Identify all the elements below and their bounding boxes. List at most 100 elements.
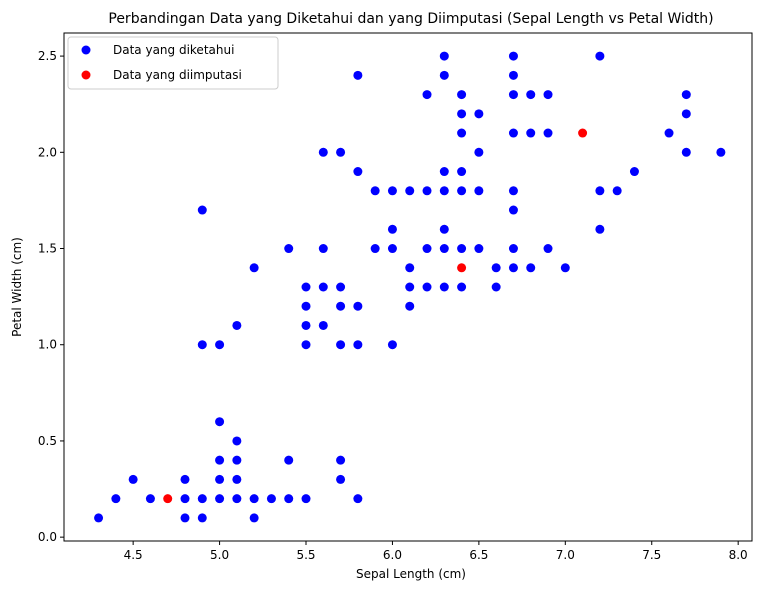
data-point-known: [387, 244, 397, 254]
data-point-known: [232, 436, 242, 446]
data-point-known: [284, 244, 294, 254]
y-tick-label: 0.5: [38, 434, 57, 448]
y-axis-ticks: 0.0 0.5 1.0 1.5 2.0 2.5: [38, 49, 64, 544]
x-axis-ticks: 4.5 5.0 5.5 6.0 6.5 7.0 7.5 8.0: [124, 541, 748, 562]
data-point-known: [215, 417, 225, 427]
data-point-imputed: [457, 263, 467, 273]
legend: Data yang diketahui Data yang diimputasi: [67, 36, 279, 90]
data-point-known: [543, 128, 553, 138]
data-point-known: [526, 128, 536, 138]
data-point-known: [249, 513, 259, 523]
x-tick-label: 5.0: [210, 548, 229, 562]
data-point-known: [543, 90, 553, 100]
x-tick-label: 4.5: [124, 548, 143, 562]
data-point-known: [336, 340, 346, 350]
data-point-known: [318, 282, 328, 292]
data-point-known: [612, 186, 622, 196]
data-point-known: [716, 147, 726, 157]
data-point-known: [439, 282, 449, 292]
data-point-known: [595, 224, 605, 234]
y-tick-label: 2.5: [38, 49, 57, 63]
plot-frame: [63, 32, 753, 542]
data-point-known: [508, 90, 518, 100]
data-point-known: [526, 90, 536, 100]
y-tick-label: 1.0: [38, 338, 57, 352]
data-point-known: [457, 109, 467, 119]
data-point-known: [439, 244, 449, 254]
data-point-known: [301, 301, 311, 311]
data-point-known: [422, 282, 432, 292]
data-point-known: [508, 263, 518, 273]
data-point-known: [491, 263, 501, 273]
data-point-known: [457, 167, 467, 177]
data-point-known: [318, 147, 328, 157]
data-point-known: [439, 70, 449, 80]
legend-label-imputed: Data yang diimputasi: [113, 68, 242, 82]
data-point-known: [681, 109, 691, 119]
data-point-known: [336, 282, 346, 292]
x-tick-label: 8.0: [729, 548, 748, 562]
data-point-known: [526, 263, 536, 273]
data-point-known: [491, 282, 501, 292]
data-point-known: [336, 455, 346, 465]
x-tick-label: 7.0: [556, 548, 575, 562]
legend-label-known: Data yang diketahui: [113, 43, 234, 57]
data-point-known: [439, 186, 449, 196]
data-point-known: [232, 474, 242, 484]
data-point-known: [457, 244, 467, 254]
data-point-known: [232, 494, 242, 504]
data-point-known: [266, 494, 276, 504]
data-point-known: [215, 494, 225, 504]
data-point-known: [94, 513, 104, 523]
data-point-known: [353, 340, 363, 350]
data-point-known: [439, 224, 449, 234]
y-tick-label: 1.5: [38, 242, 57, 256]
legend-marker-imputed: [81, 70, 91, 80]
data-point-known: [439, 51, 449, 61]
data-point-known: [474, 147, 484, 157]
data-point-known: [387, 186, 397, 196]
data-point-known: [457, 128, 467, 138]
chart-title: Perbandingan Data yang Diketahui dan yan…: [108, 11, 713, 27]
data-point-known: [387, 224, 397, 234]
data-point-known: [215, 455, 225, 465]
data-point-known: [249, 263, 259, 273]
data-point-known: [629, 167, 639, 177]
data-point-known: [301, 282, 311, 292]
data-point-known: [508, 51, 518, 61]
data-point-known: [681, 147, 691, 157]
data-point-known: [336, 301, 346, 311]
data-point-known: [301, 320, 311, 330]
data-point-known: [232, 320, 242, 330]
data-point-known: [197, 494, 207, 504]
data-point-known: [474, 109, 484, 119]
data-point-known: [474, 186, 484, 196]
data-point-known: [197, 513, 207, 523]
data-point-known: [232, 455, 242, 465]
data-point-known: [508, 244, 518, 254]
x-tick-label: 6.0: [383, 548, 402, 562]
data-point-known: [353, 167, 363, 177]
data-point-known: [474, 244, 484, 254]
data-point-known: [197, 205, 207, 215]
data-point-known: [405, 301, 415, 311]
data-point-known: [508, 186, 518, 196]
data-point-known: [422, 244, 432, 254]
data-point-imputed: [578, 128, 588, 138]
data-point-known: [457, 282, 467, 292]
legend-box: [67, 36, 279, 90]
data-point-known: [215, 340, 225, 350]
data-point-known: [370, 186, 380, 196]
data-point-known: [215, 474, 225, 484]
x-tick-label: 5.5: [296, 548, 315, 562]
data-point-known: [111, 494, 121, 504]
y-axis-title: Petal Width (cm): [10, 237, 24, 337]
data-point-known: [180, 513, 190, 523]
x-tick-label: 6.5: [469, 548, 488, 562]
data-point-known: [284, 494, 294, 504]
data-point-known: [249, 494, 259, 504]
data-point-known: [387, 340, 397, 350]
data-point-known: [370, 244, 380, 254]
data-point-known: [318, 320, 328, 330]
